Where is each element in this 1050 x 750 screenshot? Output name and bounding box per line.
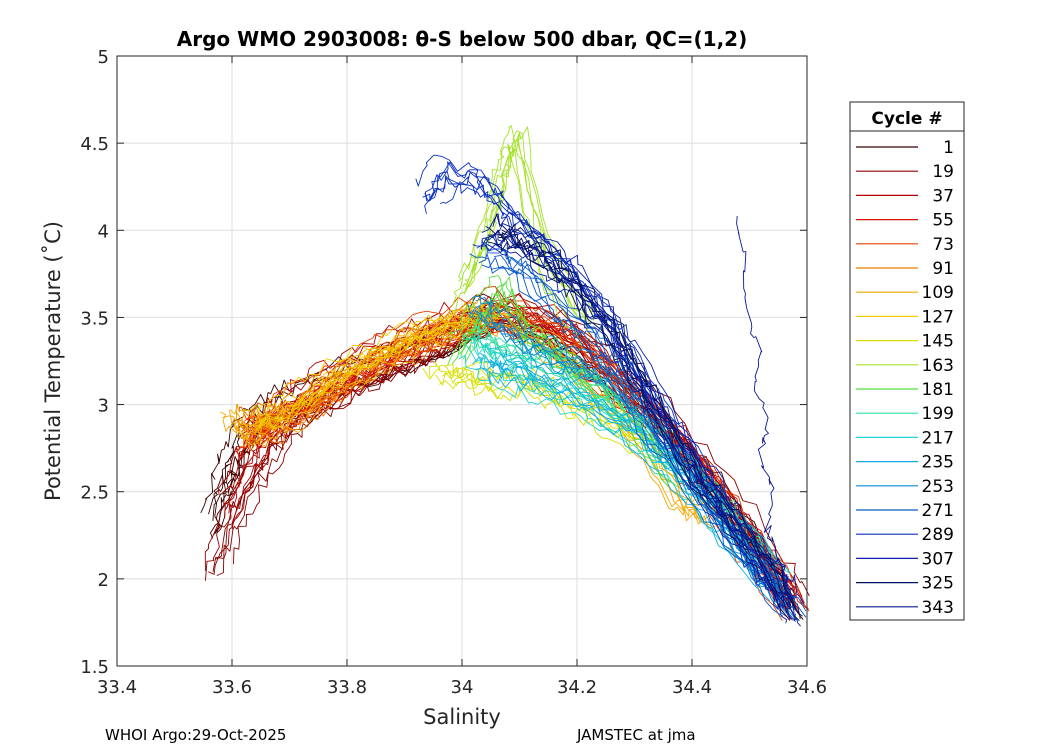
series-line-cycle-127 <box>253 320 499 430</box>
legend-label: 91 <box>932 259 954 279</box>
legend-label: 55 <box>932 211 954 231</box>
series-line-cycle-307 <box>481 211 795 600</box>
series-line-cycle-289 <box>439 181 798 612</box>
legend-label: 289 <box>922 525 954 545</box>
y-tick-label: 2.5 <box>80 483 109 504</box>
footer-credit-right: JAMSTEC at jma <box>577 726 696 744</box>
legend-label: 73 <box>932 235 954 255</box>
x-tick-label: 34.6 <box>787 677 827 698</box>
series-line-cycle-127 <box>256 311 501 429</box>
series-line-cycle-307 <box>492 223 805 605</box>
series-line-cycle-109 <box>229 300 708 511</box>
legend-label: 181 <box>922 380 954 400</box>
legend-label: 235 <box>922 453 954 473</box>
series-line-cycle-127 <box>242 299 484 417</box>
legend-label: 325 <box>922 574 954 594</box>
y-tick-label: 1.5 <box>80 657 109 678</box>
x-tick-label: 33.8 <box>327 677 367 698</box>
series-line-cycle-271 <box>478 253 789 618</box>
y-tick-label: 4.5 <box>80 134 109 155</box>
y-tick-label: 3 <box>98 396 109 417</box>
series-line-cycle-325 <box>485 225 788 614</box>
grid <box>117 56 807 666</box>
series-line-cycle-325 <box>487 228 791 610</box>
legend-label: 127 <box>922 307 954 327</box>
series-line-cycle-271 <box>469 253 784 617</box>
legend-label: 163 <box>922 356 954 376</box>
x-tick-label: 33.6 <box>212 677 252 698</box>
series-lines <box>200 125 810 627</box>
legend-label: 271 <box>922 501 954 521</box>
legend-label: 253 <box>922 477 954 497</box>
series-line-cycle-163 <box>464 126 595 321</box>
series-line-cycle-325 <box>501 229 803 617</box>
x-tick-label: 33.4 <box>97 677 137 698</box>
legend-label: 109 <box>922 283 954 303</box>
series-line-cycle-199 <box>471 325 761 554</box>
y-tick-label: 4 <box>98 221 109 242</box>
y-tick-label: 5 <box>98 47 109 68</box>
axis-ticks: 33.4 33.6 33.8 34 34.2 34.4 34.6 1.5 2 2.5 3 3.5 4 4.… <box>80 47 827 698</box>
legend: Cycle # 1 19 37 55 73 91 109 127 145 163 181 199 217… <box>849 101 965 621</box>
series-line-cycle-73 <box>262 304 809 610</box>
series-line-cycle-325 <box>487 241 790 621</box>
legend-entries: 1 19 37 55 73 91 109 127 145 163 181 199 217 235 253 27… <box>856 138 954 618</box>
legend-label: 199 <box>922 404 954 424</box>
legend-label: 343 <box>922 598 954 618</box>
legend-label: 37 <box>932 186 954 206</box>
x-axis-label: Salinity <box>423 705 501 729</box>
y-tick-label: 2 <box>98 570 109 591</box>
y-axis-label: Potential Temperature (˚C) <box>41 221 65 501</box>
series-line-cycle-325 <box>498 230 796 611</box>
legend-label: 217 <box>922 428 954 448</box>
footer-credit-left: WHOI Argo:29-Oct-2025 <box>105 726 287 744</box>
series-line-cycle-127 <box>251 304 497 417</box>
series-line-cycle-163 <box>454 148 582 346</box>
y-tick-label: 3.5 <box>80 308 109 329</box>
series-line-cycle-145 <box>422 364 623 437</box>
legend-label: 145 <box>922 332 954 352</box>
legend-label: 19 <box>932 162 954 182</box>
series-line-cycle-109 <box>235 310 712 512</box>
series-line-cycle-217 <box>463 342 772 577</box>
series-line-cycle-343 <box>736 215 791 607</box>
series-line-cycle-307 <box>472 243 788 624</box>
series-line-cycle-253 <box>483 314 800 622</box>
series-line-cycle-325 <box>492 213 794 600</box>
legend-label: 1 <box>943 138 954 158</box>
legend-title: Cycle # <box>871 109 942 129</box>
x-tick-label: 34 <box>451 677 474 698</box>
series-line-cycle-145 <box>445 361 644 432</box>
x-tick-label: 34.4 <box>672 677 712 698</box>
series-line-cycle-235 <box>475 367 771 602</box>
chart-title: Argo WMO 2903008: θ-S below 500 dbar, QC… <box>177 27 747 51</box>
series-line-cycle-145 <box>428 361 623 433</box>
series-line-cycle-289 <box>424 161 781 595</box>
series-line-cycle-199 <box>477 325 766 551</box>
legend-label: 307 <box>922 549 954 569</box>
x-tick-label: 34.2 <box>557 677 597 698</box>
series-line-cycle-163 <box>463 130 592 326</box>
